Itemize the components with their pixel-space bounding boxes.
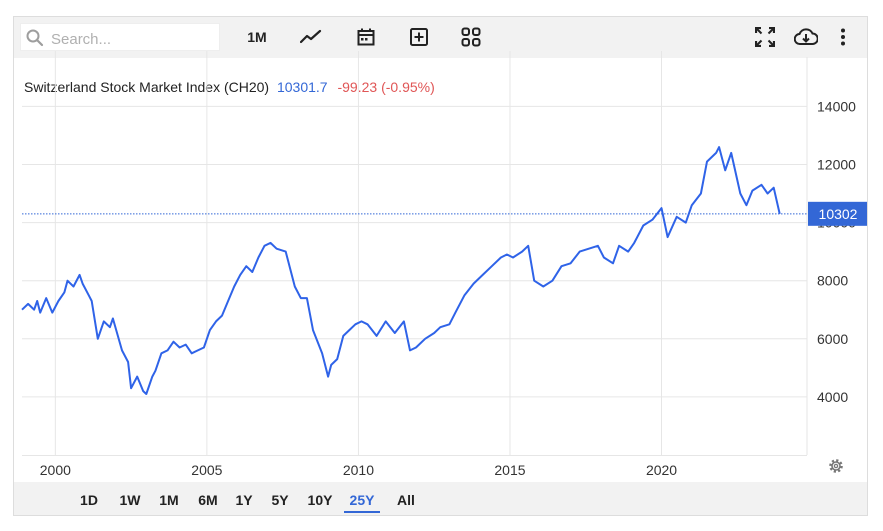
- chart-header: Switzerland Stock Market Index (CH20) 10…: [24, 79, 435, 95]
- series-line: [21, 146, 781, 395]
- search-input[interactable]: [49, 28, 218, 50]
- x-tick-label: 2005: [191, 462, 222, 478]
- chart-title: Switzerland Stock Market Index (CH20): [24, 79, 270, 95]
- grid-icon: [461, 27, 481, 47]
- calendar-icon: [357, 28, 375, 46]
- line-chart-icon: [300, 29, 322, 44]
- fullscreen-button[interactable]: [752, 23, 778, 51]
- chart-plot[interactable]: 4000600080001000012000140002000200520102…: [14, 17, 867, 483]
- last-price-box: [808, 201, 867, 226]
- gear-icon: [829, 459, 843, 473]
- range-button-25y[interactable]: 25Y: [344, 487, 380, 513]
- more-button[interactable]: [834, 23, 852, 51]
- period-label: 1M: [247, 29, 267, 45]
- chart-type-button[interactable]: [297, 23, 325, 51]
- download-cloud-icon: [794, 28, 818, 45]
- range-button-5y[interactable]: 5Y: [271, 492, 289, 508]
- y-tick-label: 12000: [817, 156, 856, 172]
- last-price-label: 10302: [819, 206, 858, 222]
- add-box-icon: [410, 28, 428, 46]
- y-tick-label: 14000: [817, 98, 856, 114]
- settings-button[interactable]: [827, 457, 845, 480]
- range-button-1d[interactable]: 1D: [80, 492, 98, 508]
- range-button-all[interactable]: All: [397, 492, 415, 508]
- range-button-1y[interactable]: 1Y: [235, 492, 253, 508]
- price-change: -99.23 (-0.95%): [337, 79, 435, 95]
- search-box[interactable]: [20, 23, 220, 51]
- calendar-button[interactable]: [353, 23, 379, 51]
- range-button-1m[interactable]: 1M: [159, 492, 179, 508]
- y-tick-label: 8000: [817, 273, 848, 289]
- y-tick-label: 6000: [817, 331, 848, 347]
- y-tick-label: 4000: [817, 389, 848, 405]
- range-button-6m[interactable]: 6M: [198, 492, 218, 508]
- x-tick-label: 2000: [40, 462, 71, 478]
- indicators-button[interactable]: [458, 23, 484, 51]
- download-button[interactable]: [792, 23, 820, 51]
- range-selector: 1D 1W 1M 6M 1Y 5Y 10Y 25Y All: [14, 482, 867, 515]
- search-icon: [26, 29, 44, 47]
- x-tick-label: 2015: [494, 462, 525, 478]
- toolbar: 1M: [14, 17, 867, 58]
- last-price: 10301.7: [276, 79, 328, 95]
- x-tick-label: 2020: [646, 462, 677, 478]
- period-button[interactable]: 1M: [242, 23, 272, 51]
- range-button-1w[interactable]: 1W: [119, 492, 141, 508]
- more-vertical-icon: [841, 28, 845, 46]
- x-tick-label: 2010: [343, 462, 374, 478]
- fullscreen-icon: [755, 27, 775, 47]
- range-button-10y[interactable]: 10Y: [307, 492, 333, 508]
- chart-widget: 1M: [13, 16, 868, 516]
- compare-button[interactable]: [406, 23, 432, 51]
